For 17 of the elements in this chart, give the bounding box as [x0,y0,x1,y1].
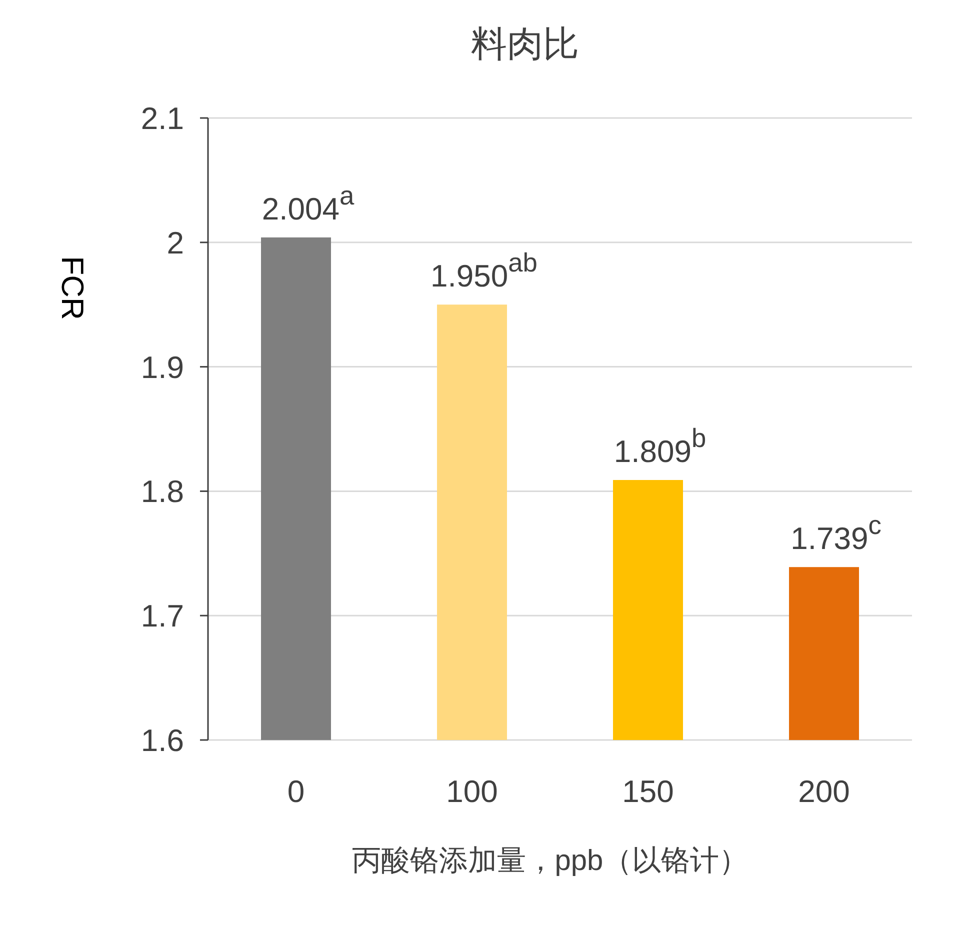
x-tick-label: 150 [622,774,674,809]
chart-title: 料肉比 [471,23,579,64]
x-tick-label: 0 [287,774,305,809]
x-axis-title: 丙酸铬添加量，ppb（以铬计） [352,845,748,877]
y-tick-label: 1.7 [140,598,184,634]
data-label: 1.739$^{c}$ [790,510,882,556]
data-label: 1.950$^{ab}$ [430,248,538,294]
y-tick-label: 1.9 [140,350,184,385]
x-tick-label: 200 [798,774,850,809]
y-tick-label: 1.8 [140,474,184,510]
data-label: 2.004$^{a}$ [262,180,354,226]
data-label: 1.809$^{b}$ [614,423,706,470]
y-tick-label: 2 [166,225,184,260]
y-tick-label: 2.1 [140,101,184,136]
x-tick-label: 100 [446,774,498,809]
y-tick-label: 1.6 [140,723,184,758]
y-axis-title: FCR [55,256,90,320]
